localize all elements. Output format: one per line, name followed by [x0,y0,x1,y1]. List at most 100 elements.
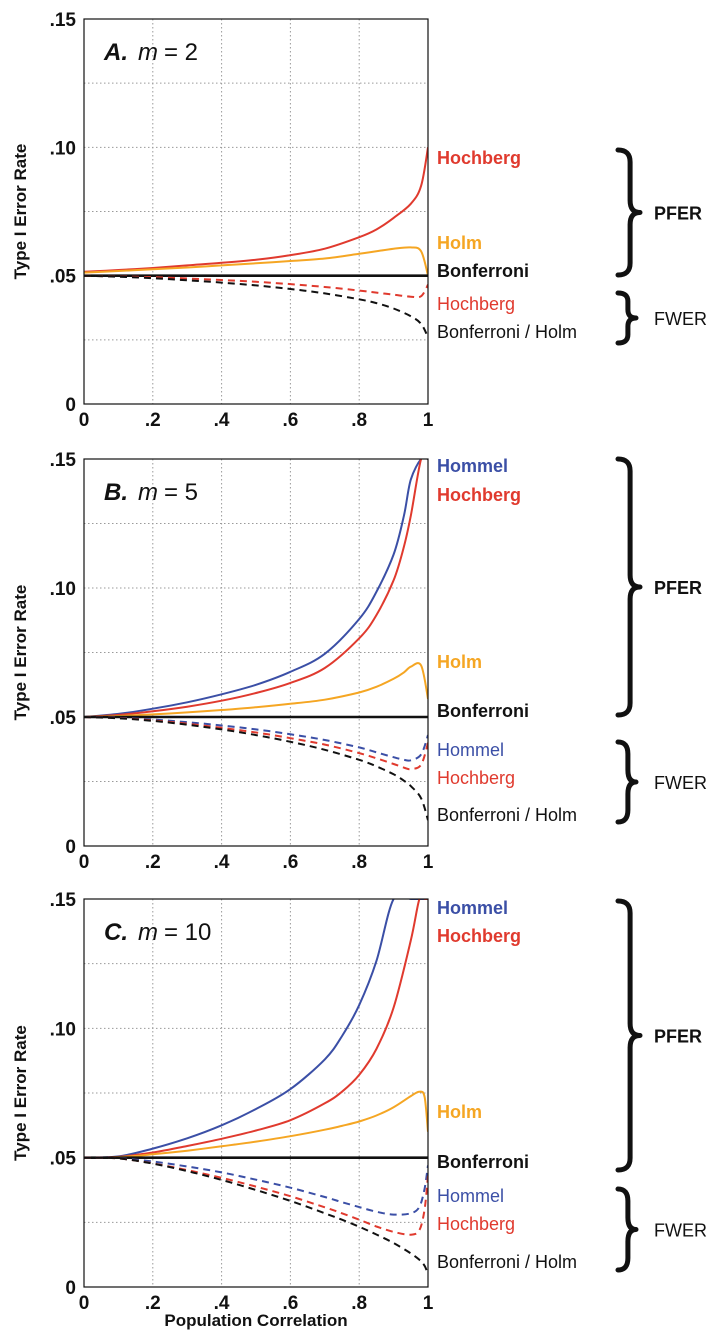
label-pfer-holm: Holm [437,1102,482,1122]
plot-frame [83,18,429,405]
x-tick-label: .6 [282,410,298,431]
series-line-bonferroni-holm-fwer [84,1156,428,1275]
label-pfer-hommel: Hommel [437,456,508,476]
y-tick-label: 0 [65,1278,76,1299]
panel-letter: A. [103,39,128,66]
series-line-hommel-pfer [84,459,428,718]
x-tick-label: .2 [145,1293,161,1314]
label-fwer-hochberg: Hochberg [437,294,515,314]
label-pfer-hommel: Hommel [437,898,508,918]
fwer-group-label: FWER [654,1221,707,1241]
x-tick-label: 1 [423,1293,434,1314]
label-fwer-bonferroni-holm: Bonferroni / Holm [437,322,577,342]
series-line-hochberg-pfer [84,899,428,1159]
series-line-bonferroni-holm-fwer [84,716,428,821]
y-tick-label: .10 [50,1019,76,1040]
fwer-group-label: FWER [654,309,707,329]
pfer-group-label: PFER [654,1027,702,1047]
y-tick-label: .10 [50,138,76,159]
series-line-hochberg-pfer [84,459,428,718]
y-axis-title: Type I Error Rate [11,144,30,280]
gridlines [84,899,428,1287]
label-fwer-hochberg: Hochberg [437,1214,515,1234]
side-legend: Hommel Hochberg Holm Bonferroni Hommel Hochbe… [437,456,707,825]
pfer-group-label: PFER [654,578,702,598]
x-tick-label: .8 [351,1293,367,1314]
panel-letter: C. [104,919,128,946]
label-pfer-bonferroni: Bonferroni [437,261,529,281]
x-tick-label: 0 [79,1293,90,1314]
series-line-hochberg-pfer [84,147,428,273]
panel-title: C. m = 10 [104,919,211,946]
series-line-holm-pfer [84,662,428,718]
x-tick-label: .8 [351,852,367,873]
y-axis-title: Type I Error Rate [11,1025,30,1161]
label-fwer-bonferroni-holm: Bonferroni / Holm [437,805,577,825]
y-tick-label: 0 [65,837,76,858]
y-tick-label: .10 [50,579,76,600]
panel-m-value: = 10 [164,919,211,946]
panel-title: B. m = 5 [104,479,198,506]
fwer-brace [615,739,639,825]
side-legend: Hochberg Holm Bonferroni Hochberg Bonferroni… [437,147,707,346]
side-legend: Hommel Hochberg Holm Bonferroni Hommel Hochbe… [437,898,707,1273]
series-line-hommel-pfer [84,899,428,1159]
label-fwer-hommel: Hommel [437,1186,504,1206]
pfer-brace [615,456,643,718]
x-tick-label: 0 [79,410,90,431]
x-tick-label: .4 [214,852,230,873]
panel-m-symbol: m [138,39,158,66]
x-tick-label: 0 [79,852,90,873]
y-tick-label: .15 [50,890,77,911]
panel-a: 0 .2 .4 .6 .8 1 0 .05 .10 .15 Type I Error Rate A. m… [11,10,707,431]
x-tick-label: .8 [351,410,367,431]
fwer-group-label: FWER [654,773,707,793]
gridlines [84,459,428,846]
plot-frame [83,898,429,1288]
label-pfer-holm: Holm [437,652,482,672]
fwer-brace [615,290,639,346]
series-line-hommel-fwer [84,1156,428,1216]
x-tick-label: .4 [214,1293,230,1314]
series-line-holm-pfer [84,1090,428,1159]
x-tick-label: .4 [214,410,230,431]
pfer-brace [615,898,643,1173]
label-pfer-bonferroni: Bonferroni [437,701,529,721]
x-axis-title: Population Correlation [164,1311,347,1330]
panel-m-value: = 5 [164,479,198,506]
label-fwer-bonferroni-holm: Bonferroni / Holm [437,1252,577,1272]
x-tick-label: 1 [423,410,434,431]
panel-letter: B. [104,479,128,506]
fwer-brace [615,1186,639,1273]
x-tick-label: 1 [423,852,434,873]
series-line-holm-pfer [84,246,428,276]
series-line-hommel-fwer [84,716,428,762]
gridlines [84,19,428,404]
y-axis-title: Type I Error Rate [11,585,30,721]
panel-m-symbol: m [138,479,158,506]
panel-m-value: = 2 [164,39,198,66]
pfer-brace [615,147,643,278]
x-tick-label: .6 [282,1293,298,1314]
label-pfer-hochberg: Hochberg [437,485,521,505]
series-group [84,899,428,1275]
series-group [84,147,428,338]
panel-m-symbol: m [138,919,158,946]
series-line-hochberg-fwer [84,716,428,771]
series-line-hochberg-fwer [84,274,428,299]
x-tick-label: .2 [145,410,161,431]
y-tick-label: .05 [50,1149,77,1170]
label-pfer-bonferroni: Bonferroni [437,1152,529,1172]
label-pfer-holm: Holm [437,233,482,253]
x-tick-label: .2 [145,852,161,873]
x-tick-label: .6 [282,852,298,873]
label-fwer-hochberg: Hochberg [437,768,515,788]
label-pfer-hochberg: Hochberg [437,926,521,946]
panel-title: A. m = 2 [103,39,198,66]
series-line-bonferroni-holm-fwer [84,274,428,338]
panel-b: 0 .2 .4 .6 .8 1 0 .05 .10 .15 Type I Error Rate B. m… [11,450,707,873]
panel-c: 0 .2 .4 .6 .8 1 0 .05 .10 .15 Type I Error Rate C. m… [11,890,707,1314]
pfer-group-label: PFER [654,204,702,224]
label-pfer-hochberg: Hochberg [437,148,521,168]
